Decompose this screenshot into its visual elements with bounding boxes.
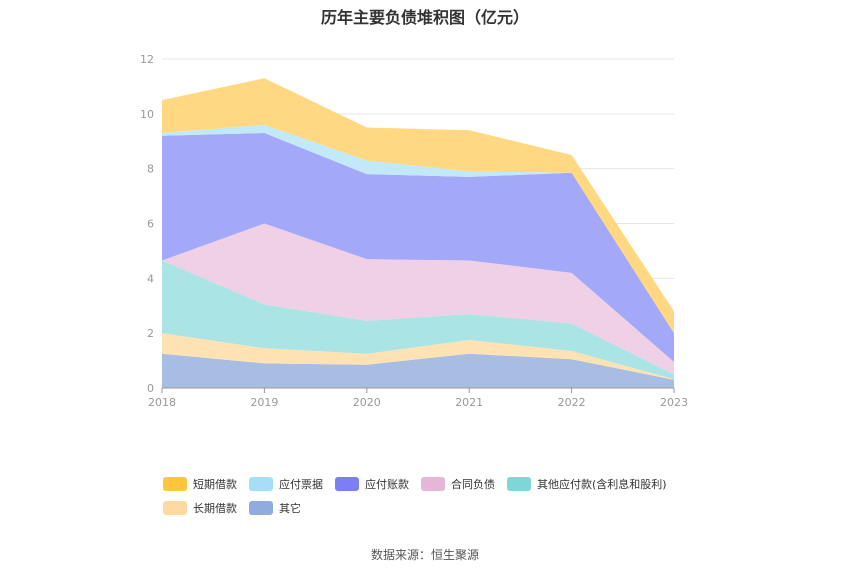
legend-label: 长期借款	[193, 502, 237, 515]
area-series-3: 合同负债	[162, 223, 674, 375]
legend: 短期借款 应付票据 应付账款 合同负债 其他应付款(含利息和股利) 长期借款 其它	[163, 472, 723, 520]
y-tick-label: 12	[140, 53, 154, 66]
chart-canvas: 其它长期借款其他应付款(含利息和股利)合同负债应付账款应付票据短期借款 0 2 4 6…	[140, 53, 688, 409]
chart-title: 历年主要负债堆积图（亿元）	[320, 8, 529, 27]
area-series-0: 其它	[162, 353, 674, 388]
legend-item[interactable]: 应付票据	[249, 476, 323, 492]
x-tick-label: 2019	[250, 396, 278, 409]
area-series-5: 应付票据	[162, 124, 674, 334]
area-series-1: 长期借款	[162, 333, 674, 380]
x-tick-label: 2021	[455, 396, 483, 409]
y-tick-label: 0	[147, 382, 154, 395]
legend-label: 其他应付款(含利息和股利)	[537, 478, 667, 491]
legend-item[interactable]: 长期借款	[163, 500, 237, 516]
legend-swatch	[163, 477, 187, 491]
legend-label: 其它	[279, 502, 301, 515]
legend-label: 短期借款	[193, 478, 237, 491]
area-series-2: 其他应付款(含利息和股利)	[162, 260, 674, 380]
area-series-4: 应付账款	[162, 133, 674, 362]
legend-swatch	[335, 477, 359, 491]
legend-swatch	[507, 477, 531, 491]
x-tick-label: 2018	[148, 396, 176, 409]
legend-row-1: 短期借款 应付票据 应付账款 合同负债 其他应付款(含利息和股利)	[163, 472, 723, 496]
x-tick-label: 2020	[353, 396, 381, 409]
legend-label: 应付票据	[279, 478, 323, 491]
y-tick-label: 10	[140, 108, 154, 121]
legend-item[interactable]: 其他应付款(含利息和股利)	[507, 476, 667, 492]
y-tick-label: 8	[147, 163, 154, 176]
legend-swatch	[421, 477, 445, 491]
y-tick-label: 4	[147, 272, 154, 285]
legend-label: 合同负债	[451, 478, 495, 491]
x-tick-label: 2023	[660, 396, 688, 409]
legend-label: 应付账款	[365, 478, 409, 491]
axes: 0 2 4 6 8 10 12 2018 2019 2020 2021 2022 2023	[140, 53, 688, 409]
legend-swatch	[249, 477, 273, 491]
y-tick-label: 6	[147, 218, 154, 231]
legend-item[interactable]: 其它	[249, 500, 301, 516]
legend-swatch	[249, 501, 273, 515]
legend-item[interactable]: 合同负债	[421, 476, 495, 492]
area-series-6: 短期借款	[162, 78, 674, 334]
legend-row-2: 长期借款 其它	[163, 496, 723, 520]
legend-item[interactable]: 应付账款	[335, 476, 409, 492]
y-tick-label: 2	[147, 327, 154, 340]
x-tick-label: 2022	[558, 396, 586, 409]
area-series: 其它长期借款其他应付款(含利息和股利)合同负债应付账款应付票据短期借款	[162, 78, 674, 388]
legend-item[interactable]: 短期借款	[163, 476, 237, 492]
legend-swatch	[163, 501, 187, 515]
data-source: 数据来源：恒生聚源	[370, 548, 479, 562]
